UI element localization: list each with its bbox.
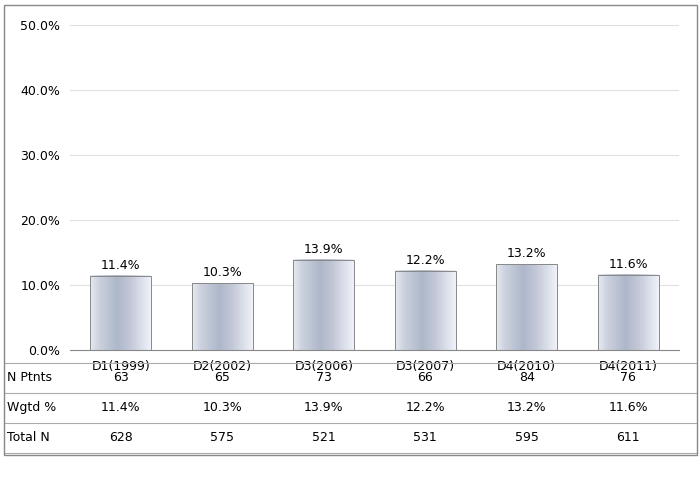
Bar bbox=[598, 274, 659, 350]
Text: 628: 628 bbox=[109, 431, 132, 444]
Text: 13.2%: 13.2% bbox=[507, 248, 547, 260]
Text: N Ptnts: N Ptnts bbox=[7, 371, 52, 384]
Text: 13.9%: 13.9% bbox=[304, 401, 344, 414]
Text: 73: 73 bbox=[316, 371, 332, 384]
Bar bbox=[395, 270, 456, 350]
Text: 11.6%: 11.6% bbox=[608, 258, 648, 270]
Text: 12.2%: 12.2% bbox=[405, 401, 445, 414]
Text: Total N: Total N bbox=[7, 431, 50, 444]
Bar bbox=[192, 283, 253, 350]
Text: 11.6%: 11.6% bbox=[608, 401, 648, 414]
Text: 611: 611 bbox=[617, 431, 640, 444]
Text: 76: 76 bbox=[620, 371, 636, 384]
Text: 65: 65 bbox=[214, 371, 230, 384]
Text: 11.4%: 11.4% bbox=[101, 259, 141, 272]
Bar bbox=[90, 276, 151, 350]
Text: 12.2%: 12.2% bbox=[405, 254, 445, 267]
Text: 521: 521 bbox=[312, 431, 335, 444]
Text: 66: 66 bbox=[417, 371, 433, 384]
Text: 10.3%: 10.3% bbox=[202, 266, 242, 279]
Text: 13.9%: 13.9% bbox=[304, 243, 344, 256]
Text: 575: 575 bbox=[210, 431, 235, 444]
Bar bbox=[293, 260, 354, 350]
Text: Wgtd %: Wgtd % bbox=[7, 401, 56, 414]
Text: 11.4%: 11.4% bbox=[101, 401, 141, 414]
Text: 63: 63 bbox=[113, 371, 129, 384]
Text: 84: 84 bbox=[519, 371, 535, 384]
Text: 10.3%: 10.3% bbox=[202, 401, 242, 414]
Text: 531: 531 bbox=[414, 431, 437, 444]
Text: 595: 595 bbox=[514, 431, 539, 444]
Bar bbox=[496, 264, 557, 350]
Text: 13.2%: 13.2% bbox=[507, 401, 547, 414]
